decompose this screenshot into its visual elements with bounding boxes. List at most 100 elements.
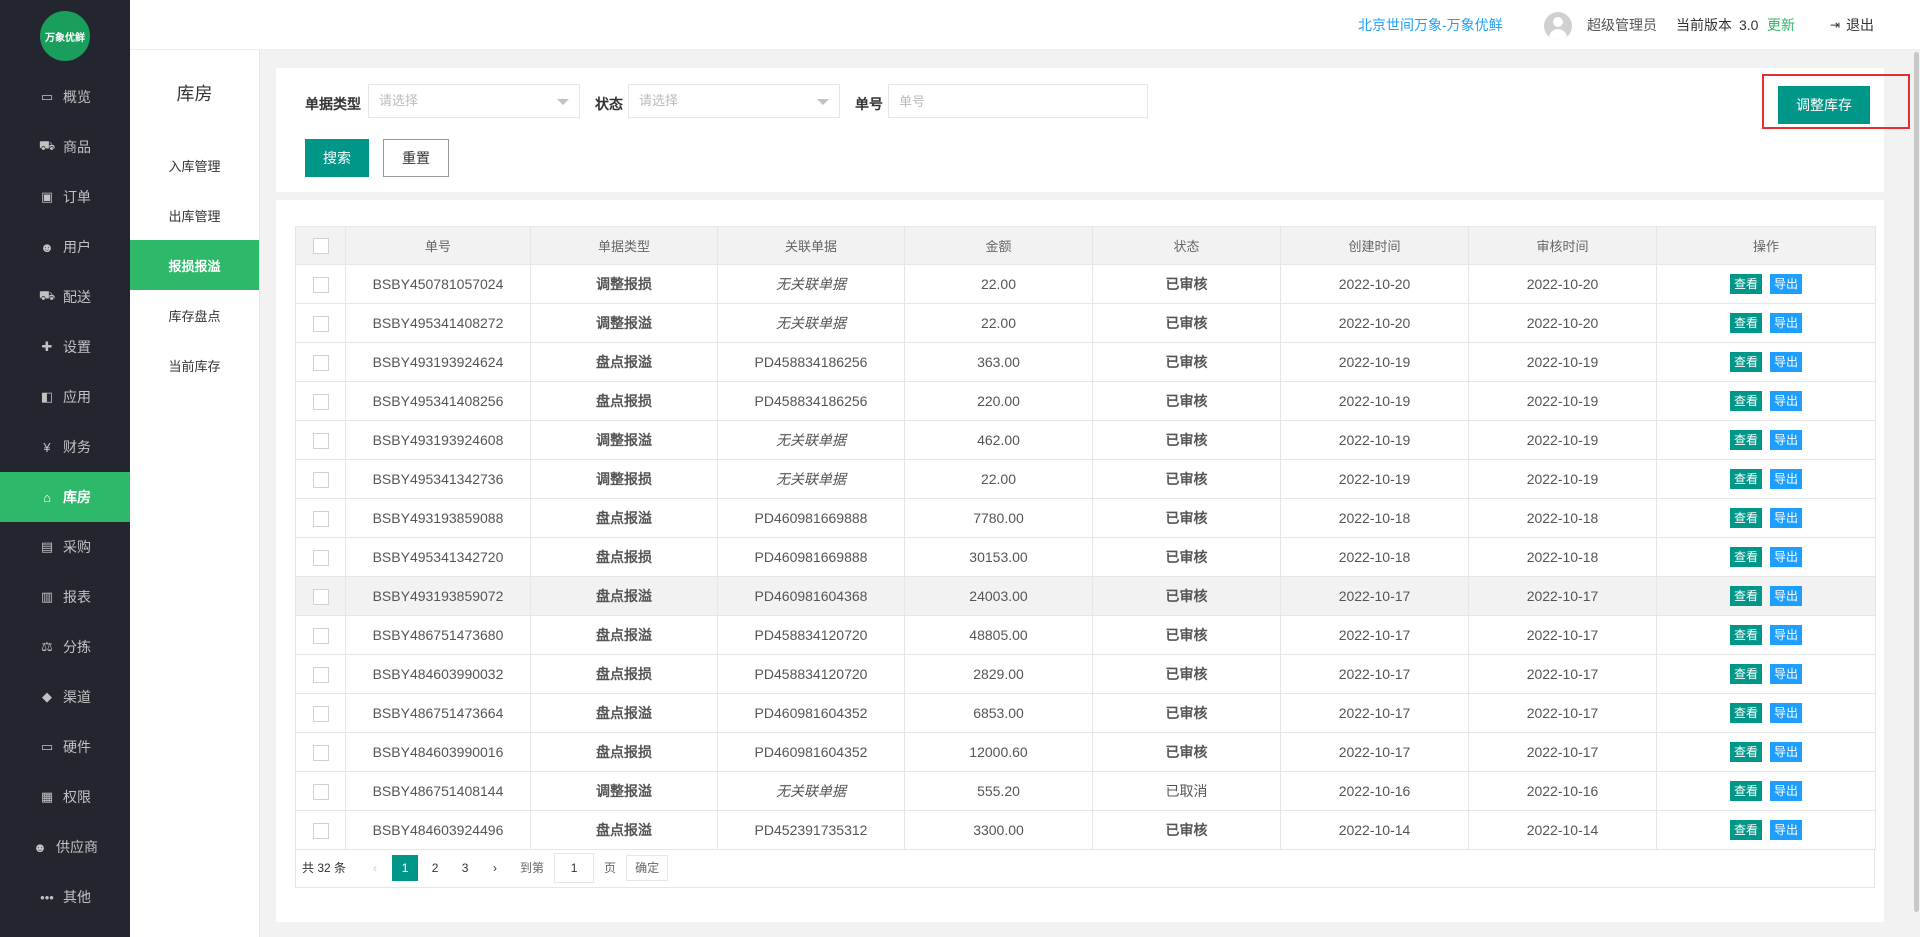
export-button[interactable]: 导出 xyxy=(1770,313,1803,333)
scrollbar-thumb[interactable] xyxy=(1914,52,1919,912)
export-button[interactable]: 导出 xyxy=(1770,430,1803,450)
view-button[interactable]: 查看 xyxy=(1729,391,1762,411)
table-row[interactable]: BSBY484603924496 盘点报溢 PD452391735312 3300.0… xyxy=(295,810,1876,850)
submenu-item[interactable]: 当前库存 xyxy=(168,358,221,374)
view-button[interactable]: 查看 xyxy=(1729,274,1762,294)
row-checkbox[interactable] xyxy=(312,744,329,761)
logout-button[interactable]: ⇥ 退出 xyxy=(1830,0,1874,50)
row-checkbox[interactable] xyxy=(312,276,329,293)
update-link[interactable]: 更新 xyxy=(1767,17,1795,33)
nav-item[interactable]: ✚ 设置 xyxy=(0,322,130,372)
nav-item[interactable]: ••• 其他 xyxy=(0,872,130,922)
row-checkbox[interactable] xyxy=(312,666,329,683)
row-checkbox[interactable] xyxy=(312,549,329,566)
export-button[interactable]: 导出 xyxy=(1770,703,1803,723)
row-checkbox[interactable] xyxy=(312,432,329,449)
table-row[interactable]: BSBY484603990032 盘点报损 PD458834120720 2829.0… xyxy=(295,654,1876,694)
nav-item[interactable]: ▦ 权限 xyxy=(0,772,130,822)
row-checkbox[interactable] xyxy=(312,510,329,527)
submenu-item[interactable]: 入库管理 xyxy=(168,158,221,174)
nav-item[interactable]: ▣ 订单 xyxy=(0,172,130,222)
row-select-cell[interactable] xyxy=(295,498,346,538)
table-row[interactable]: BSBY495341408272 调整报溢 无关联单据 22.00 已审核 2022-10… xyxy=(295,303,1876,343)
user-avatar[interactable] xyxy=(1544,12,1572,40)
username[interactable]: 超级管理员 xyxy=(1587,17,1657,33)
table-row[interactable]: BSBY493193859072 盘点报溢 PD460981604368 24003.… xyxy=(295,576,1876,616)
row-checkbox[interactable] xyxy=(312,393,329,410)
row-select-cell[interactable] xyxy=(295,615,346,655)
brand-logo[interactable]: 万象优鲜 xyxy=(40,11,90,61)
row-checkbox[interactable] xyxy=(312,783,329,800)
view-button[interactable]: 查看 xyxy=(1729,508,1762,528)
export-button[interactable]: 导出 xyxy=(1770,625,1803,645)
nav-item[interactable]: ☻ 供应商 xyxy=(0,822,130,872)
view-button[interactable]: 查看 xyxy=(1729,781,1762,801)
view-button[interactable]: 查看 xyxy=(1729,313,1762,333)
adjust-stock-button[interactable]: 调整库存 xyxy=(1778,86,1870,124)
row-select-cell[interactable] xyxy=(295,810,346,850)
table-row[interactable]: BSBY486751408144 调整报溢 无关联单据 555.20 已取消 2022-1… xyxy=(295,771,1876,811)
status-select[interactable]: 请选择 xyxy=(628,84,840,118)
row-select-cell[interactable] xyxy=(295,459,346,499)
row-select-cell[interactable] xyxy=(295,576,346,616)
table-row[interactable]: BSBY495341408256 盘点报损 PD458834186256 220.00… xyxy=(295,381,1876,421)
table-row[interactable]: BSBY486751473664 盘点报溢 PD460981604352 6853.0… xyxy=(295,693,1876,733)
select-all-cell[interactable] xyxy=(295,226,346,265)
row-checkbox[interactable] xyxy=(312,705,329,722)
submenu-item[interactable]: 出库管理 xyxy=(168,208,221,224)
search-button[interactable]: 搜索 xyxy=(305,139,369,177)
company-name[interactable]: 北京世间万象-万象优鲜 xyxy=(1358,17,1503,33)
export-button[interactable]: 导出 xyxy=(1770,469,1803,489)
row-select-cell[interactable] xyxy=(295,537,346,577)
row-select-cell[interactable] xyxy=(295,342,346,382)
nav-item[interactable]: ⌂ 库房 xyxy=(0,472,130,522)
export-button[interactable]: 导出 xyxy=(1770,820,1803,840)
nav-item[interactable]: ▤ 采购 xyxy=(0,522,130,572)
row-checkbox[interactable] xyxy=(312,822,329,839)
export-button[interactable]: 导出 xyxy=(1770,586,1803,606)
export-button[interactable]: 导出 xyxy=(1770,781,1803,801)
row-select-cell[interactable] xyxy=(295,654,346,694)
view-button[interactable]: 查看 xyxy=(1729,625,1762,645)
table-row[interactable]: BSBY450781057024 调整报损 无关联单据 22.00 已审核 2022-10… xyxy=(295,264,1876,304)
page-button[interactable]: 2 xyxy=(431,860,439,875)
nav-item[interactable]: ⛟ 配送 xyxy=(0,272,130,322)
page-button[interactable]: 3 xyxy=(461,860,469,875)
row-checkbox[interactable] xyxy=(312,354,329,371)
export-button[interactable]: 导出 xyxy=(1770,352,1803,372)
reset-button[interactable]: 重置 xyxy=(383,139,449,177)
export-button[interactable]: 导出 xyxy=(1770,664,1803,684)
export-button[interactable]: 导出 xyxy=(1770,274,1803,294)
nav-item[interactable]: ▭ 硬件 xyxy=(0,722,130,772)
row-select-cell[interactable] xyxy=(295,381,346,421)
nav-item[interactable]: ☻ 用户 xyxy=(0,222,130,272)
row-select-cell[interactable] xyxy=(295,303,346,343)
nav-item[interactable]: ◧ 应用 xyxy=(0,372,130,422)
view-button[interactable]: 查看 xyxy=(1729,430,1762,450)
row-checkbox[interactable] xyxy=(312,315,329,332)
export-button[interactable]: 导出 xyxy=(1770,391,1803,411)
row-select-cell[interactable] xyxy=(295,771,346,811)
table-row[interactable]: BSBY484603990016 盘点报损 PD460981604352 12000.… xyxy=(295,732,1876,772)
table-row[interactable]: BSBY495341342736 调整报损 无关联单据 22.00 已审核 2022-10… xyxy=(295,459,1876,499)
export-button[interactable]: 导出 xyxy=(1770,547,1803,567)
table-row[interactable]: BSBY493193859088 盘点报溢 PD460981669888 7780.0… xyxy=(295,498,1876,538)
type-select[interactable]: 请选择 xyxy=(368,84,580,118)
view-button[interactable]: 查看 xyxy=(1729,352,1762,372)
table-row[interactable]: BSBY493193924608 调整报溢 无关联单据 462.00 已审核 2022-1… xyxy=(295,420,1876,460)
page-button[interactable]: 1 xyxy=(392,854,419,881)
nav-item[interactable]: ▭ 概览 xyxy=(0,72,130,122)
row-checkbox[interactable] xyxy=(312,627,329,644)
submenu-item[interactable]: 报损报溢 xyxy=(130,240,259,290)
page-number-input[interactable] xyxy=(554,852,595,883)
view-button[interactable]: 查看 xyxy=(1729,703,1762,723)
select-all-checkbox[interactable] xyxy=(312,237,329,254)
nav-item[interactable]: ▥ 报表 xyxy=(0,572,130,622)
export-button[interactable]: 导出 xyxy=(1770,742,1803,762)
nav-item[interactable]: ¥ 财务 xyxy=(0,422,130,472)
view-button[interactable]: 查看 xyxy=(1729,820,1762,840)
table-row[interactable]: BSBY495341342720 盘点报损 PD460981669888 30153.… xyxy=(295,537,1876,577)
view-button[interactable]: 查看 xyxy=(1729,586,1762,606)
view-button[interactable]: 查看 xyxy=(1729,547,1762,567)
row-select-cell[interactable] xyxy=(295,732,346,772)
